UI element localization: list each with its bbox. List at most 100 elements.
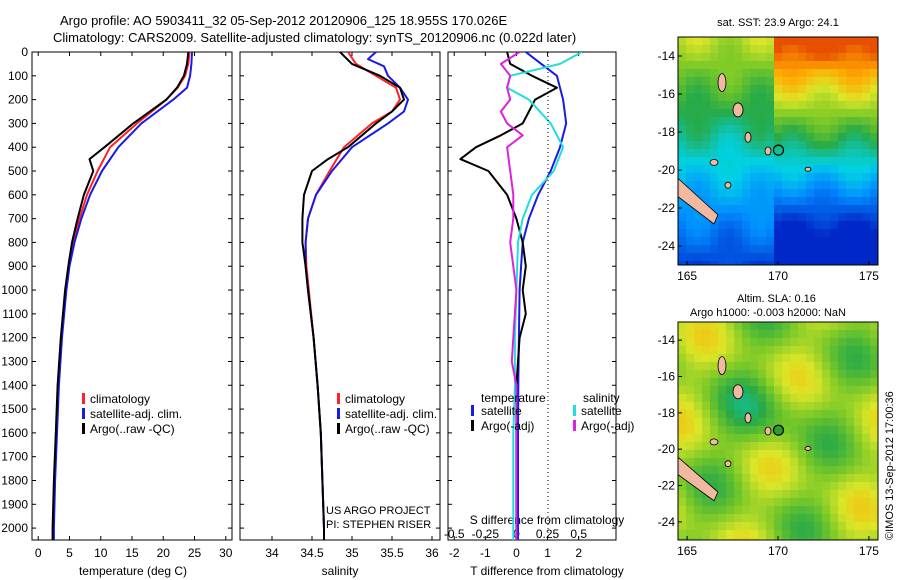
map-cell [838, 538, 847, 540]
map-cell [694, 330, 703, 339]
map-cell [854, 117, 863, 126]
map-cell [758, 149, 767, 158]
map-cell [774, 109, 783, 118]
map-cell [790, 53, 799, 62]
map-cell [854, 418, 863, 427]
map-cell [870, 189, 878, 198]
map-cell [678, 474, 687, 483]
map-cell [798, 221, 807, 230]
map-cell [838, 426, 847, 435]
sla-map-title-line2: Argo h1000: -0.003 h2000: NaN [690, 307, 846, 319]
map-cell [806, 522, 815, 531]
map-cell [838, 117, 847, 126]
map-cell [870, 77, 878, 86]
map-cell [734, 117, 743, 126]
map-cell [790, 237, 799, 246]
map-cell [862, 434, 871, 443]
salinity-x-ticks: 34 34.5 35 35.5 36 [265, 52, 439, 560]
map-cell [854, 213, 863, 222]
map-cell [702, 61, 711, 70]
map-cell [806, 61, 815, 70]
map-cell [862, 109, 871, 118]
map-cell [710, 386, 719, 395]
map-cell [854, 229, 863, 238]
map-cell [702, 261, 711, 265]
map-cell [846, 141, 855, 150]
map-cell [790, 101, 799, 110]
map-cell [686, 253, 695, 262]
map-cell [782, 69, 791, 78]
map-cell [686, 482, 695, 491]
map-cell [854, 165, 863, 174]
map-cell [854, 490, 863, 499]
map-cell [838, 45, 847, 54]
map-cell [726, 402, 735, 411]
legend-swatch-satellite [337, 408, 340, 419]
map-cell [806, 141, 815, 150]
map-cell [822, 69, 831, 78]
map-cell [766, 53, 775, 62]
map-cell [718, 213, 727, 222]
series-line [52, 52, 191, 540]
map-cell [694, 522, 703, 531]
map-cell [862, 410, 871, 419]
map-cell [774, 490, 783, 499]
legend-swatch-argo [82, 423, 85, 434]
map-cell [726, 498, 735, 507]
map-cell [814, 386, 823, 395]
map-cell [678, 418, 687, 427]
map-cell [742, 245, 751, 254]
map-cell [806, 474, 815, 483]
map-cell [702, 141, 711, 150]
map-cell [870, 370, 878, 379]
depth-tick-label: 800 [8, 235, 28, 249]
map-cell [814, 157, 823, 166]
map-cell [854, 45, 863, 54]
map-cell [766, 237, 775, 246]
map-cell [750, 450, 759, 459]
map-cell [718, 189, 727, 198]
map-cell [830, 261, 839, 265]
map-cell [718, 434, 727, 443]
map-cell [854, 450, 863, 459]
map-cell [782, 157, 791, 166]
map-cell [822, 442, 831, 451]
map-cell [838, 53, 847, 62]
map-cell [694, 101, 703, 110]
map-cell [822, 229, 831, 238]
map-cell [806, 466, 815, 475]
map-cell [838, 245, 847, 254]
map-cell [766, 522, 775, 531]
map-cell [686, 125, 695, 134]
map-cell [798, 149, 807, 158]
map-cell [766, 322, 775, 331]
map-cell [726, 173, 735, 182]
map-cell [854, 458, 863, 467]
map-cell [822, 45, 831, 54]
map-cell [838, 386, 847, 395]
map-cell [694, 149, 703, 158]
map-cell [838, 205, 847, 214]
map-cell [814, 221, 823, 230]
map-cell [686, 149, 695, 158]
map-cell [790, 514, 799, 523]
map-cell [814, 474, 823, 483]
map-cell [694, 394, 703, 403]
map-cell [734, 245, 743, 254]
depth-tick-label: 200 [8, 93, 28, 107]
map-cell [718, 522, 727, 531]
map-cell [742, 442, 751, 451]
map-cell [742, 77, 751, 86]
map-cell [774, 514, 783, 523]
map-cell [846, 197, 855, 206]
map-cell [822, 53, 831, 62]
island-shape [804, 166, 812, 172]
map-cell [686, 530, 695, 539]
map-cell [766, 418, 775, 427]
map-cell [790, 418, 799, 427]
map-cell [710, 378, 719, 387]
map-cell [782, 322, 791, 331]
map-cell [758, 213, 767, 222]
map-cell [774, 173, 783, 182]
map-cell [766, 354, 775, 363]
